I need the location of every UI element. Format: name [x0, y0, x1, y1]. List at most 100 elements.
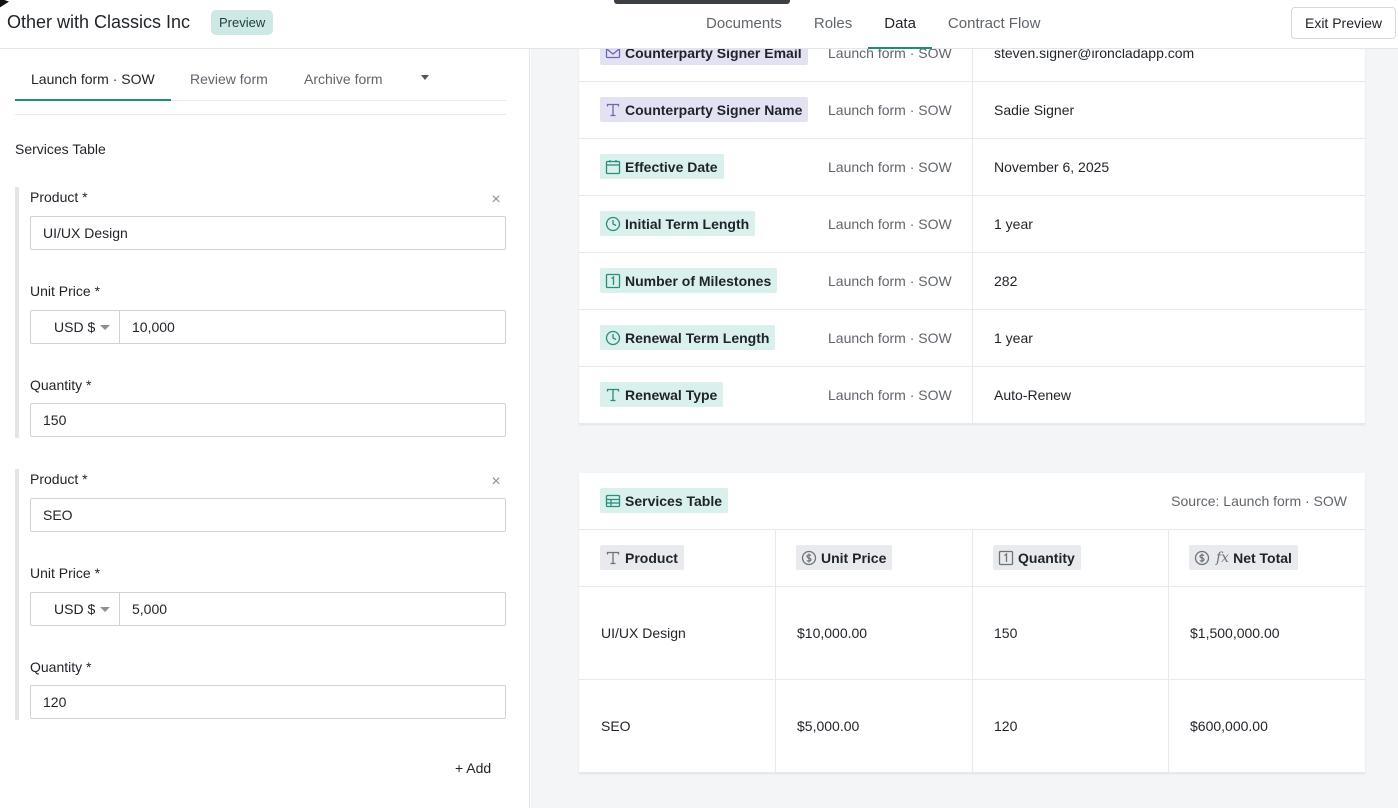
column-label: Unit Price — [821, 549, 887, 566]
data-field-tag[interactable]: Counterparty Signer Name — [600, 97, 809, 122]
tab-contract-flow[interactable]: Contract Flow — [947, 15, 1041, 32]
form-panel: Launch form · SOW Review form Archive fo… — [0, 49, 530, 808]
unit-price-label: Unit Price * — [30, 283, 101, 299]
table-cell: UI/UX Design — [601, 625, 686, 641]
data-field-source: Launch form · SOW — [828, 216, 952, 232]
data-field-value: steven.signer@ironcladapp.com — [994, 49, 1195, 61]
data-field-row: Number of Milestones Launch form · SOW 282 — [579, 253, 1365, 310]
table-cell: $10,000.00 — [797, 625, 868, 641]
data-field-name: Number of Milestones — [625, 272, 772, 289]
service-item-2: Product * × SEO Unit Price * USD $ 5,000… — [15, 469, 506, 720]
currency-value: USD $ — [54, 319, 96, 335]
column-label: Quantity — [1018, 549, 1075, 566]
chevron-down-icon — [100, 325, 110, 330]
form-tab-launch[interactable]: Launch form · SOW — [15, 49, 171, 101]
drag-handle[interactable] — [614, 0, 790, 4]
data-field-name: Renewal Term Length — [625, 329, 770, 346]
currency-select[interactable]: USD $ — [30, 310, 120, 344]
data-field-source: Launch form · SOW — [828, 330, 952, 346]
form-tab-archive[interactable]: Archive form — [304, 71, 383, 87]
chevron-down-icon[interactable] — [421, 75, 429, 80]
unit-price-input[interactable]: 10,000 — [120, 310, 506, 344]
data-field-tag[interactable]: Effective Date — [600, 154, 724, 179]
form-tab-review[interactable]: Review form — [190, 71, 268, 87]
clock-icon — [605, 216, 625, 232]
data-panel: Counterparty Signer Email Launch form · S… — [531, 49, 1398, 808]
tab-data[interactable]: Data — [868, 0, 932, 49]
column-divider — [972, 49, 973, 424]
column-divider — [972, 530, 973, 773]
column-label: Product — [625, 549, 678, 566]
exit-preview-button[interactable]: Exit Preview — [1291, 7, 1396, 39]
column-divider — [1168, 530, 1169, 773]
source-label: Source: Launch form · SOW — [1171, 493, 1347, 509]
table-head: Product Unit Price Quantity fx Net Total — [579, 530, 1365, 587]
table-cell: SEO — [601, 718, 631, 734]
column-tag[interactable]: fx Net Total — [1189, 545, 1298, 570]
data-field-name: Counterparty Signer Email — [625, 49, 802, 61]
data-field-source: Launch form · SOW — [828, 387, 952, 403]
divider — [15, 114, 506, 115]
data-field-value: 282 — [994, 273, 1018, 289]
data-field-name: Counterparty Signer Name — [625, 101, 803, 118]
quantity-input[interactable]: 120 — [30, 685, 506, 719]
currency-icon — [1194, 550, 1214, 566]
quantity-label: Quantity * — [30, 659, 92, 675]
text-icon — [605, 102, 625, 118]
data-field-row: Counterparty Signer Name Launch form · SO… — [579, 82, 1365, 139]
data-field-name: Renewal Type — [625, 386, 718, 403]
data-field-source: Launch form · SOW — [828, 49, 952, 61]
column-tag[interactable]: Quantity — [993, 545, 1081, 570]
column-tag[interactable]: Unit Price — [796, 545, 893, 570]
table-icon — [605, 494, 621, 507]
unit-price-input[interactable]: 5,000 — [120, 592, 506, 626]
data-field-source: Launch form · SOW — [828, 102, 952, 118]
formula-icon: fx — [1216, 549, 1230, 566]
text-icon — [605, 387, 625, 403]
data-field-tag[interactable]: Number of Milestones — [600, 268, 778, 293]
product-label: Product * — [30, 189, 88, 205]
currency-icon — [801, 550, 821, 566]
data-field-name: Effective Date — [625, 158, 718, 175]
table-cell: 150 — [994, 625, 1018, 641]
services-table-tag: Services Table — [600, 488, 729, 513]
data-fields-card: Counterparty Signer Email Launch form · S… — [579, 49, 1365, 424]
tab-documents[interactable]: Documents — [706, 15, 782, 32]
data-field-source: Launch form · SOW — [828, 273, 952, 289]
data-field-tag[interactable]: Renewal Type — [600, 382, 724, 407]
services-table-card: Services Table Source: Launch form · SOW… — [579, 473, 1365, 773]
page-title: Other with Classics Inc — [7, 12, 191, 32]
product-input[interactable]: UI/UX Design — [30, 216, 506, 250]
currency-value: USD $ — [54, 601, 96, 617]
data-field-tag[interactable]: Counterparty Signer Email — [600, 49, 808, 65]
product-input[interactable]: SEO — [30, 498, 506, 532]
number-icon — [998, 550, 1018, 566]
data-field-row: Renewal Type Launch form · SOW Auto-Renew — [579, 367, 1365, 424]
data-field-tag[interactable]: Renewal Term Length — [600, 325, 776, 350]
currency-select[interactable]: USD $ — [30, 592, 120, 626]
tab-roles[interactable]: Roles — [813, 15, 853, 32]
table-cell: 120 — [994, 718, 1018, 734]
text-icon — [605, 550, 625, 566]
data-field-value: Sadie Signer — [994, 102, 1075, 118]
service-item-1: Product * × UI/UX Design Unit Price * US… — [15, 187, 506, 438]
data-field-row: Renewal Term Length Launch form · SOW 1 ye… — [579, 310, 1365, 367]
close-icon[interactable]: × — [491, 473, 501, 490]
preview-badge: Preview — [211, 10, 274, 35]
unit-price-label: Unit Price * — [30, 565, 101, 581]
number-icon — [605, 273, 625, 289]
column-tag[interactable]: Product — [600, 545, 684, 570]
table-cell: $600,000.00 — [1190, 718, 1268, 734]
data-field-row: Initial Term Length Launch form · SOW 1 ye… — [579, 196, 1365, 253]
close-icon[interactable]: × — [491, 191, 501, 208]
quantity-input[interactable]: 150 — [30, 403, 506, 437]
services-table-title: Services Table — [625, 492, 723, 509]
column-label: Net Total — [1233, 549, 1292, 566]
clock-icon — [605, 330, 625, 346]
table-cell: $1,500,000.00 — [1190, 625, 1280, 641]
data-field-row: Effective Date Launch form · SOW November … — [579, 139, 1365, 196]
data-field-tag[interactable]: Initial Term Length — [600, 211, 756, 236]
data-field-value: November 6, 2025 — [994, 159, 1110, 175]
add-item-button[interactable]: + Add — [455, 760, 492, 776]
data-field-name: Initial Term Length — [625, 215, 750, 232]
